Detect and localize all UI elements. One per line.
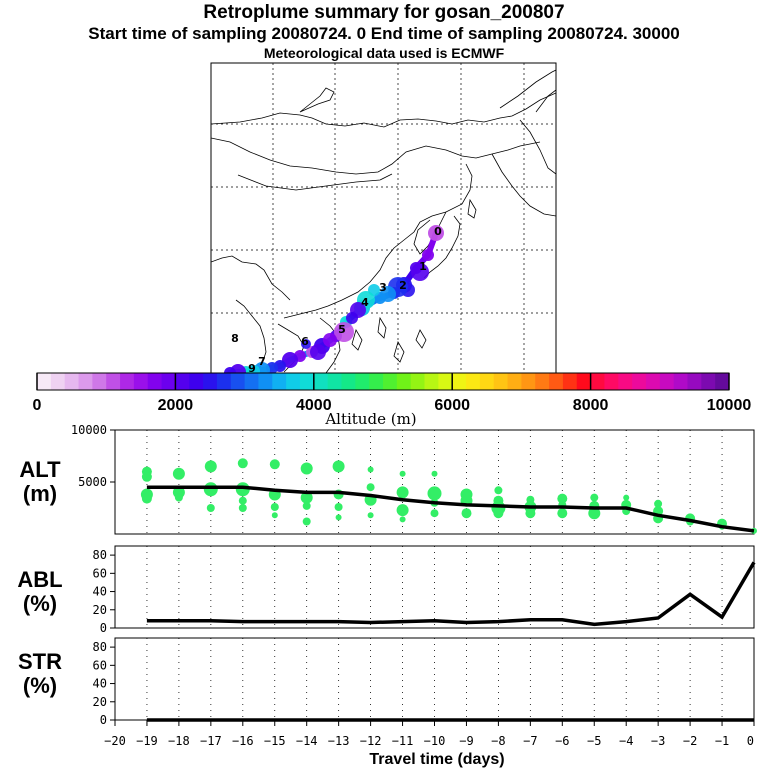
met-data-note: Meteorological data used is ECMWF — [263, 45, 505, 61]
day-label: 0 — [434, 225, 442, 238]
plume-blob — [301, 339, 311, 349]
day-label: 2 — [399, 279, 407, 292]
day-label: 7 — [258, 355, 266, 368]
plume-blob — [380, 286, 396, 302]
plume-blob — [411, 263, 429, 281]
plume-blob — [334, 322, 354, 342]
day-label: 1 — [419, 260, 427, 273]
day-label: 9 — [248, 362, 256, 375]
sampling-times: Start time of sampling 20080724. 0 End t… — [88, 24, 680, 43]
coastlines — [211, 69, 556, 373]
map-gridlines — [211, 63, 556, 373]
plume-blob — [224, 367, 236, 373]
trajectory-plume — [224, 225, 444, 373]
chart-title: Retroplume summary for gosan_200807 — [203, 2, 565, 23]
plume-blob — [282, 352, 298, 368]
day-label: 4 — [361, 296, 369, 309]
day-label: 8 — [231, 332, 239, 345]
day-label: 5 — [338, 323, 346, 336]
plume-blob — [422, 249, 434, 261]
plume-blob — [428, 225, 444, 241]
plume-blob — [323, 333, 337, 347]
plume-blob — [346, 312, 358, 324]
plume-blob — [310, 344, 326, 360]
day-label: 3 — [379, 281, 387, 294]
day-label: 6 — [301, 335, 309, 348]
